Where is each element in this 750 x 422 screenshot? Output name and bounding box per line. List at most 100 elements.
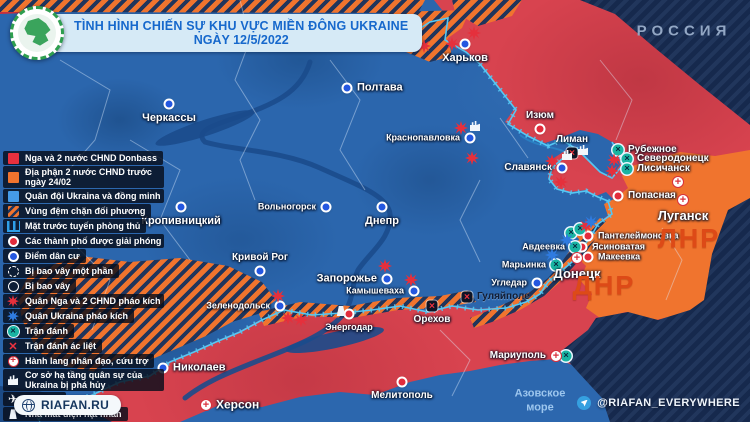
shell-blue-icon bbox=[545, 248, 559, 262]
shell-blue-icon bbox=[560, 233, 574, 247]
city-red-icon bbox=[6, 235, 20, 247]
rubezhnoe-label: Рубежное bbox=[628, 143, 677, 155]
humanitarian-icon bbox=[571, 252, 583, 264]
defline-icon bbox=[6, 220, 20, 232]
city-red-icon bbox=[398, 378, 406, 386]
city-blue-icon bbox=[410, 287, 418, 295]
infra-icon bbox=[578, 145, 588, 155]
poltava-label: Полтава bbox=[357, 81, 403, 94]
humanitarian-icon bbox=[677, 194, 689, 206]
panteleymonovka-label: Пантелеймоновка bbox=[598, 230, 679, 241]
legend-item: Điểm dân cư bbox=[3, 249, 86, 264]
legend-item: Hành lang nhân đạo, cứu trợ bbox=[3, 354, 155, 369]
title-banner: TÌNH HÌNH CHIẾN SỰ KHU VỰC MIỀN ĐÔNG UKR… bbox=[38, 14, 423, 52]
shell-red-icon bbox=[271, 289, 285, 303]
mariupol-label: Мариуполь bbox=[489, 349, 546, 361]
city-blue-icon bbox=[159, 364, 167, 372]
legend-label: Cơ sở hạ tầng quân sự của Ukraina bị phá… bbox=[25, 370, 143, 391]
shell-red-icon bbox=[607, 153, 621, 167]
nuclear-icon bbox=[336, 306, 346, 316]
shell-red-icon bbox=[445, 37, 459, 51]
sq-hatch-icon bbox=[6, 205, 20, 217]
zelenodolsk-label: Зеленодольск bbox=[206, 300, 270, 311]
label-russia: РОССИЯ bbox=[636, 22, 732, 40]
city-blue-icon bbox=[256, 267, 264, 275]
ring-dashed-icon bbox=[6, 265, 20, 277]
ring-solid-icon bbox=[6, 280, 20, 292]
shell-red-icon bbox=[378, 259, 392, 273]
battle-fierce-icon bbox=[6, 340, 20, 352]
city-blue-icon bbox=[461, 40, 469, 48]
shell-red-icon bbox=[554, 175, 568, 189]
shell-red-icon bbox=[605, 164, 619, 178]
legend-item: Cơ sở hạ tầng quân sự của Ukraina bị phá… bbox=[3, 369, 164, 392]
slavyansk-label: Славянск bbox=[504, 161, 552, 173]
battle-icon bbox=[621, 163, 633, 175]
legend-label: Các thành phố được giải phóng bbox=[25, 236, 162, 247]
infra-icon bbox=[562, 150, 572, 160]
shell-red-icon bbox=[465, 151, 479, 165]
legend-item: Các thành phố được giải phóng bbox=[3, 234, 164, 249]
city-red-icon bbox=[578, 243, 586, 251]
label-lnr: ЛНР bbox=[657, 223, 721, 254]
zaporozhye-label: Запорожье bbox=[316, 272, 377, 285]
city-blue-icon bbox=[276, 302, 284, 310]
infra-icon bbox=[470, 121, 480, 131]
battle-icon bbox=[569, 241, 581, 253]
legend-label: Bị bao vây một phần bbox=[25, 266, 114, 277]
legend-item: Quân đội Ukraina và đồng minh bbox=[3, 189, 164, 204]
globe-site-icon bbox=[22, 398, 35, 412]
shell-red-icon bbox=[467, 26, 481, 40]
legend-label: Bị bao vây bbox=[25, 281, 71, 292]
telegram-icon bbox=[577, 396, 592, 410]
city-blue-icon bbox=[6, 250, 20, 262]
shell-red-icon bbox=[404, 273, 418, 287]
humanitarian-icon bbox=[672, 176, 684, 188]
shell-red-icon bbox=[294, 313, 308, 327]
legend-label: Vùng đệm chặn đối phương bbox=[25, 206, 146, 217]
popasnaya-label: Попасная bbox=[628, 189, 676, 201]
telegram-handle[interactable]: @RIAFAN_EVERYWHERE bbox=[577, 396, 740, 410]
page-title: TÌNH HÌNH CHIẾN SỰ KHU VỰC MIỀN ĐÔNG UKR… bbox=[74, 19, 409, 33]
legend-label: Quân đội Ukraina và đồng minh bbox=[25, 191, 161, 202]
city-blue-icon bbox=[322, 203, 330, 211]
legend-item: Bị bao vây một phần bbox=[3, 264, 120, 279]
humanitarian-icon bbox=[550, 350, 562, 362]
city-blue-icon bbox=[466, 134, 474, 142]
orehov-label: Орехов bbox=[413, 314, 451, 325]
legend-item: Nga và 2 nước CHND Donbass bbox=[3, 151, 163, 165]
social-label: @RIAFAN_EVERYWHERE bbox=[597, 397, 740, 409]
legend-label: Mặt trước tuyến phòng thủ bbox=[25, 221, 141, 232]
marinka-label: Марьинка bbox=[501, 259, 546, 270]
kamyshevaha-label: Камышеваха bbox=[346, 285, 404, 296]
legend-label: Quân Nga và 2 CHND pháo kích bbox=[25, 296, 161, 307]
battle-icon bbox=[565, 227, 577, 239]
city-red-icon bbox=[584, 232, 592, 240]
legend-label: Trận đánh bbox=[25, 326, 69, 337]
page-date: NGÀY 12/5/2022 bbox=[193, 33, 289, 47]
city-red-icon bbox=[345, 310, 353, 318]
riafan-site-link[interactable]: RIAFAN.RU bbox=[14, 395, 122, 415]
gulyaypole-label: Гуляйполе bbox=[477, 290, 530, 302]
legend-item: Trận đánh ác liệt bbox=[3, 339, 103, 354]
legend-item: Trận đánh bbox=[3, 324, 75, 339]
yasinovataya-label: Ясиноватая bbox=[592, 241, 646, 252]
legend-label: Nga và 2 nước CHND Donbass bbox=[25, 152, 157, 163]
legend-label: Hành lang nhân đạo, cứu trợ bbox=[25, 356, 149, 367]
avdeevka-label: Авдеевка bbox=[522, 241, 565, 252]
shell-blue-icon bbox=[584, 215, 598, 229]
shell-red-icon bbox=[6, 295, 20, 307]
city-blue-icon bbox=[383, 275, 391, 283]
makeevka-label: Макеевка bbox=[598, 251, 641, 262]
sq-red-icon bbox=[6, 152, 20, 164]
legend-label: Trận đánh ác liệt bbox=[25, 341, 97, 352]
cherkassy-label: Черкассы bbox=[142, 112, 196, 124]
city-blue-icon bbox=[177, 203, 185, 211]
city-blue-icon bbox=[378, 203, 386, 211]
city-blue-icon bbox=[533, 279, 541, 287]
label-dnr: ДНР bbox=[572, 270, 636, 301]
shell-blue-icon bbox=[6, 310, 20, 322]
legend-label: Quân Ukraina pháo kích bbox=[25, 311, 129, 322]
